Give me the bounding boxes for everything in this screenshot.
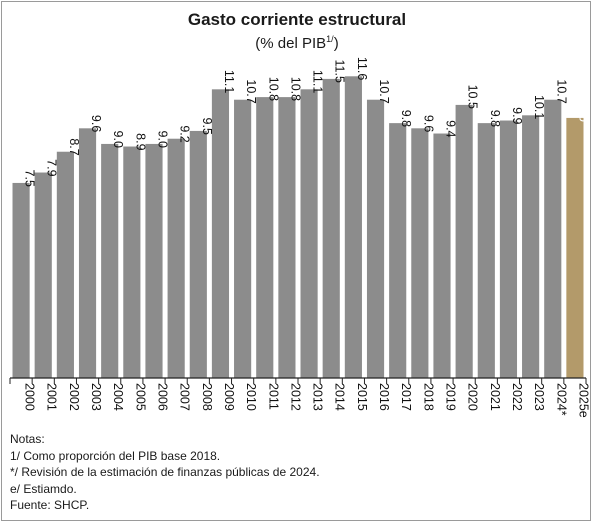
value-label-2009: 11.1 — [222, 70, 236, 93]
x-tick-label-2004: 2004 — [111, 383, 125, 411]
bar-2000 — [12, 182, 30, 378]
value-label-2000: 7.5 — [23, 170, 37, 187]
bar-2016 — [366, 99, 385, 379]
value-label-2012: 10.8 — [288, 77, 302, 101]
notes-heading: Notas: — [10, 432, 45, 446]
x-tick-label-2012: 2012 — [288, 383, 302, 411]
x-tick-label-2010: 2010 — [244, 383, 258, 411]
bar-2006 — [145, 143, 163, 378]
x-tick-label-2025e: 2025e — [576, 383, 590, 418]
x-tick-label-2015: 2015 — [355, 383, 369, 411]
x-tick-label-2014: 2014 — [333, 383, 347, 411]
value-label-2024: 10.7 — [554, 79, 568, 103]
x-tick-label-2007: 2007 — [178, 383, 192, 411]
x-tick-label-2023: 2023 — [532, 383, 546, 411]
value-label-2020: 10.5 — [466, 85, 480, 109]
value-label-2005: 8.9 — [133, 133, 147, 150]
value-label-2010: 10.7 — [244, 79, 258, 103]
x-tick-label-2005: 2005 — [133, 383, 147, 411]
x-tick-label-2011: 2011 — [266, 383, 280, 410]
note-pib-base: 1/ Como proporción del PIB base 2018. — [10, 448, 221, 463]
notes: Notas: 1/ Como proporción del PIB base 2… — [10, 431, 320, 514]
x-tick-label-2021: 2021 — [488, 383, 502, 411]
value-label-2011: 10.8 — [266, 77, 280, 101]
note-revision: */ Revisión de la estimación de finanzas… — [10, 465, 320, 479]
bar-2021 — [477, 123, 495, 379]
value-label-2002: 8.7 — [67, 138, 81, 155]
bar-2007 — [167, 138, 185, 378]
chart-title: Gasto corriente estructural — [187, 10, 407, 29]
x-tick-label-2020: 2020 — [466, 383, 480, 411]
bars-group — [12, 76, 584, 379]
x-tick-label-2018: 2018 — [421, 383, 435, 411]
value-label-2006: 9.0 — [156, 131, 170, 148]
bar-2009 — [211, 89, 230, 378]
x-tick-labels-group: 2000 2001 2002 2003 2004 2005 2006 2007 2008 2009… — [23, 383, 591, 418]
x-tick-label-2008: 2008 — [200, 383, 214, 411]
bar-2018 — [411, 128, 429, 378]
x-tick-label-2003: 2003 — [89, 383, 103, 411]
note-source: Fuente: SHCP. — [10, 498, 90, 512]
x-tick-label-2019: 2019 — [444, 383, 458, 411]
bar-2002 — [56, 151, 74, 378]
bar-2014 — [322, 78, 340, 378]
value-label-2001: 7.9 — [45, 159, 59, 176]
value-labels-group: 7.5 7.9 8.7 9.6 9.0 8.9 9.0 9.2 9.5 11.1 10.7 10.8 1… — [23, 57, 591, 187]
x-tick-label-2006: 2006 — [156, 383, 170, 411]
value-label-2017: 9.8 — [399, 110, 413, 127]
bar-2003 — [78, 128, 97, 378]
bar-2008 — [189, 130, 207, 378]
bar-2025e — [566, 117, 584, 379]
bar-2004 — [101, 143, 119, 378]
bar-2001 — [34, 172, 52, 378]
value-label-2022: 9.9 — [510, 107, 524, 124]
value-label-2004: 9.0 — [111, 131, 125, 148]
value-label-2025e: 10.0 — [576, 98, 590, 122]
bar-2024 — [544, 99, 562, 379]
value-label-2008: 9.5 — [200, 118, 214, 135]
x-tick-label-2009: 2009 — [222, 383, 236, 411]
x-tick-label-2001: 2001 — [45, 383, 59, 411]
bar-2019 — [433, 133, 451, 378]
bar-2015 — [344, 76, 362, 379]
bar-2017 — [389, 123, 407, 379]
subtitle-text: (% del PIB — [255, 35, 327, 52]
bar-2022 — [499, 120, 518, 379]
value-label-2007: 9.2 — [178, 125, 192, 142]
subtitle-close: ) — [333, 35, 339, 52]
x-tick-label-2013: 2013 — [311, 383, 325, 411]
bar-2012 — [278, 97, 296, 379]
x-tick-label-2024: 2024* — [554, 383, 568, 416]
value-label-2016: 10.7 — [377, 79, 391, 103]
bar-2005 — [123, 146, 141, 378]
x-ticks-group — [9, 378, 587, 384]
value-label-2021: 9.8 — [488, 110, 502, 127]
bar-2013 — [300, 89, 318, 378]
subtitle-superscript: 1/ — [326, 34, 334, 44]
value-label-2018: 9.6 — [421, 115, 435, 132]
bar-2023 — [522, 115, 540, 378]
value-label-2023: 10.1 — [532, 95, 546, 119]
value-label-2013: 11.1 — [311, 70, 325, 93]
x-tick-label-2022: 2022 — [510, 383, 524, 411]
bar-2020 — [455, 104, 473, 378]
x-tick-label-2017: 2017 — [399, 383, 413, 411]
x-tick-label-2016: 2016 — [377, 383, 391, 411]
bar-2011 — [256, 97, 274, 379]
x-tick-label-2002: 2002 — [67, 383, 81, 411]
value-label-2014: 11.5 — [333, 60, 347, 83]
value-label-2003: 9.6 — [89, 115, 103, 132]
bar-2010 — [234, 99, 252, 379]
chart-subtitle: (% del PIB1/) — [0, 34, 594, 52]
x-tick-label-2000: 2000 — [23, 383, 37, 411]
value-label-2015: 11.6 — [355, 57, 369, 80]
value-label-2019: 9.4 — [444, 120, 458, 137]
note-estimated: e/ Estiamdo. — [10, 481, 77, 496]
